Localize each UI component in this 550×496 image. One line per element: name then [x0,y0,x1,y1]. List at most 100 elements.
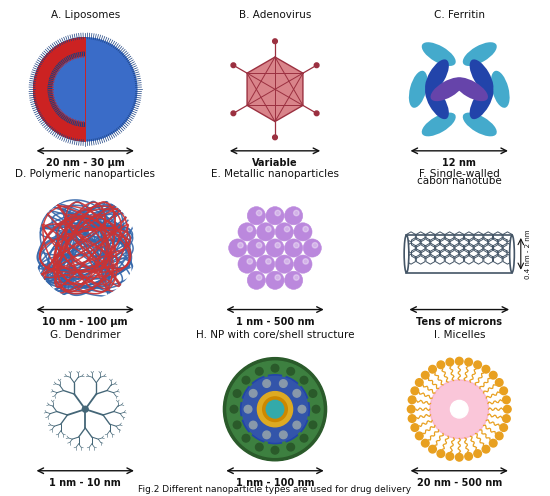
Text: 10 nm - 100 μm: 10 nm - 100 μm [42,317,128,327]
Circle shape [429,366,436,373]
Wedge shape [251,409,275,442]
Circle shape [248,207,266,225]
Text: E. Metallic nanoparticles: E. Metallic nanoparticles [211,169,339,179]
Ellipse shape [510,235,514,273]
Circle shape [411,387,419,395]
Wedge shape [34,38,85,141]
Circle shape [437,361,444,369]
Circle shape [437,450,444,457]
Text: 1 nm - 10 nm: 1 nm - 10 nm [50,478,121,489]
Circle shape [238,223,256,241]
Circle shape [248,271,266,289]
Text: Variable: Variable [252,158,298,169]
Circle shape [300,434,308,442]
Circle shape [303,226,309,232]
Circle shape [421,439,429,447]
Ellipse shape [470,60,493,93]
Wedge shape [275,386,309,409]
Circle shape [266,271,284,289]
Circle shape [273,39,277,44]
Circle shape [496,378,503,386]
Circle shape [227,361,323,457]
Circle shape [256,368,263,375]
Circle shape [465,452,472,460]
Text: cabon nanotube: cabon nanotube [417,177,502,186]
Wedge shape [48,53,85,126]
Circle shape [263,397,287,422]
Circle shape [503,396,510,404]
Circle shape [249,421,257,429]
Circle shape [309,390,317,397]
Wedge shape [275,409,299,442]
Text: C. Ferritin: C. Ferritin [434,10,485,20]
Circle shape [294,255,312,273]
Circle shape [249,389,257,397]
Circle shape [266,207,284,225]
Wedge shape [275,402,310,417]
Wedge shape [268,374,282,409]
Circle shape [257,392,293,427]
Circle shape [411,424,419,432]
Text: Fig.2 Different nanoparticle types are used for drug delivery: Fig.2 Different nanoparticle types are u… [139,485,411,494]
Text: 20 nm - 500 nm: 20 nm - 500 nm [417,478,502,489]
Circle shape [266,226,271,232]
Wedge shape [53,57,85,122]
Circle shape [303,239,321,257]
Circle shape [408,405,415,413]
Circle shape [446,452,454,460]
Circle shape [300,376,308,384]
Circle shape [503,405,511,413]
Circle shape [256,443,263,451]
Circle shape [430,380,488,438]
Circle shape [490,372,497,379]
Circle shape [279,431,287,438]
Circle shape [233,421,241,429]
Circle shape [242,434,250,442]
Text: H. NP with core/shell structure: H. NP with core/shell structure [196,330,354,340]
Circle shape [429,445,436,453]
Circle shape [247,226,252,232]
Circle shape [266,239,284,257]
Circle shape [231,63,236,67]
Circle shape [223,358,327,461]
Text: 1 nm - 500 nm: 1 nm - 500 nm [236,317,314,327]
Circle shape [284,239,303,257]
Circle shape [314,63,319,67]
Ellipse shape [454,77,488,101]
Circle shape [455,357,463,365]
Circle shape [279,380,287,387]
Circle shape [263,431,271,438]
Wedge shape [275,409,309,433]
Wedge shape [240,402,275,417]
Ellipse shape [409,71,427,108]
Circle shape [238,255,256,273]
Wedge shape [241,409,275,433]
Circle shape [474,450,481,457]
Circle shape [408,396,416,404]
Circle shape [256,243,262,248]
Text: B. Adenovirus: B. Adenovirus [239,10,311,20]
Circle shape [294,275,299,280]
Circle shape [490,439,497,447]
Ellipse shape [491,71,510,108]
Circle shape [248,239,266,257]
Circle shape [465,358,472,366]
Circle shape [450,400,468,418]
Circle shape [293,389,301,397]
Circle shape [496,432,503,440]
Circle shape [242,376,250,384]
Circle shape [244,405,252,413]
Circle shape [482,366,490,373]
Circle shape [415,378,423,386]
Circle shape [233,390,241,397]
Circle shape [287,443,294,451]
Ellipse shape [425,85,449,119]
Text: I. Micelles: I. Micelles [433,330,485,340]
Circle shape [284,226,290,232]
Circle shape [34,196,137,300]
Text: 12 nm: 12 nm [442,158,476,169]
Text: G. Dendrimer: G. Dendrimer [50,330,120,340]
Circle shape [446,358,454,366]
Circle shape [266,400,284,418]
Circle shape [82,406,88,412]
